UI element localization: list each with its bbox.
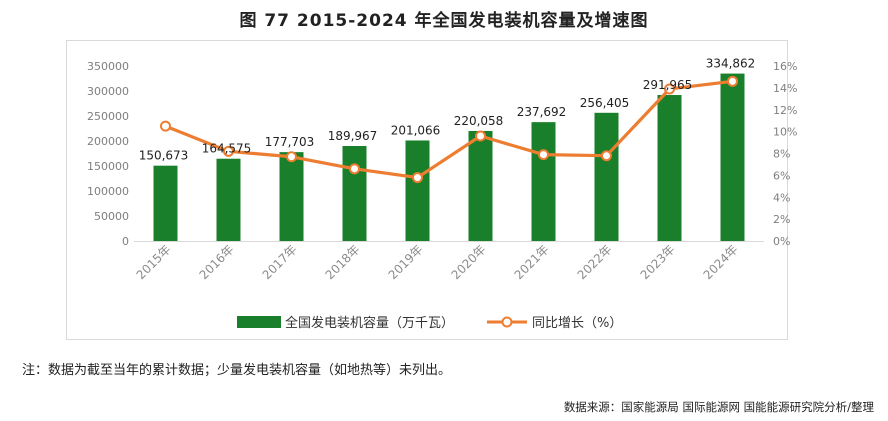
bar xyxy=(468,130,493,241)
bar-data-label: 177,703 xyxy=(265,135,315,149)
legend-bar-label: 全国发电装机容量（万千瓦） xyxy=(285,315,454,331)
bar-data-label: 189,967 xyxy=(328,129,378,143)
y-left-tick-label: 0 xyxy=(122,235,129,248)
x-tick-label: 2016年 xyxy=(197,242,237,282)
x-tick-label: 2017年 xyxy=(260,242,300,282)
y-right-tick-label: 12% xyxy=(773,104,797,117)
chart-note: 注：数据为截至当年的累计数据；少量发电装机容量（如地热等）未列出。 xyxy=(22,363,452,378)
growth-point xyxy=(601,150,612,162)
growth-point xyxy=(475,130,486,142)
data-source: 数据来源：国家能源局 国际能源网 国能能源研究院分析/整理 xyxy=(563,400,874,414)
growth-point xyxy=(664,83,675,95)
y-right-tick-label: 8% xyxy=(773,148,790,161)
x-tick-label: 2018年 xyxy=(323,242,363,282)
bar-data-label: 237,692 xyxy=(517,105,567,119)
growth-point xyxy=(286,151,297,163)
x-tick-label: 2020年 xyxy=(449,242,489,282)
bar-data-label: 334,862 xyxy=(706,57,756,71)
chart-frame xyxy=(66,40,788,340)
growth-point xyxy=(412,172,423,184)
growth-point xyxy=(160,120,171,132)
combo-chart: 0 50000 100000 150000 200000 250000 300000 3500… xyxy=(87,57,797,331)
bar xyxy=(594,112,619,241)
y-right-tick-label: 2% xyxy=(773,213,790,226)
bar-data-label: 150,673 xyxy=(139,149,189,163)
growth-point xyxy=(223,145,234,157)
bar xyxy=(342,146,367,241)
y-right-tick-label: 4% xyxy=(773,191,790,204)
y-left-tick-label: 200000 xyxy=(87,135,129,148)
x-tick-label: 2015年 xyxy=(134,242,174,282)
x-tick-label: 2024年 xyxy=(701,242,741,282)
growth-point xyxy=(538,149,549,161)
chart-title: 图 77 2015-2024 年全国发电装机容量及增速图 xyxy=(239,11,649,31)
y-left-tick-label: 100000 xyxy=(87,185,129,198)
x-tick-label: 2019年 xyxy=(386,242,426,282)
bar-data-label: 256,405 xyxy=(580,96,630,110)
y-left-tick-label: 50000 xyxy=(94,210,129,223)
bar xyxy=(153,165,178,241)
y-right-tick-label: 0% xyxy=(773,235,790,248)
y-left-tick-label: 250000 xyxy=(87,110,129,123)
growth-point xyxy=(727,75,738,87)
legend-line-marker xyxy=(501,316,513,328)
bar-data-label: 201,066 xyxy=(391,123,441,137)
x-tick-label: 2021年 xyxy=(512,242,552,282)
bar xyxy=(720,73,745,241)
bar xyxy=(405,140,430,241)
bar xyxy=(279,152,304,241)
y-right-tick-label: 6% xyxy=(773,169,790,182)
growth-line xyxy=(164,79,733,180)
y-right-tick-label: 16% xyxy=(773,60,797,73)
bar xyxy=(657,95,682,241)
bar-data-label: 220,058 xyxy=(454,114,504,128)
legend-line-label: 同比增长（%） xyxy=(532,316,622,331)
y-right-tick-label: 10% xyxy=(773,126,797,139)
y-right-tick-label: 14% xyxy=(773,82,797,95)
y-left-tick-label: 350000 xyxy=(87,60,129,73)
bar-data-label: 164,575 xyxy=(202,142,252,156)
x-tick-label: 2022年 xyxy=(575,242,615,282)
bar xyxy=(216,158,241,241)
bar-data-label: 291,965 xyxy=(643,78,693,92)
growth-point xyxy=(349,163,360,175)
bar xyxy=(531,122,556,241)
y-left-tick-label: 150000 xyxy=(87,160,129,173)
x-tick-label: 2023年 xyxy=(638,242,678,282)
legend-bar-swatch xyxy=(237,316,281,328)
y-left-tick-label: 300000 xyxy=(87,85,129,98)
